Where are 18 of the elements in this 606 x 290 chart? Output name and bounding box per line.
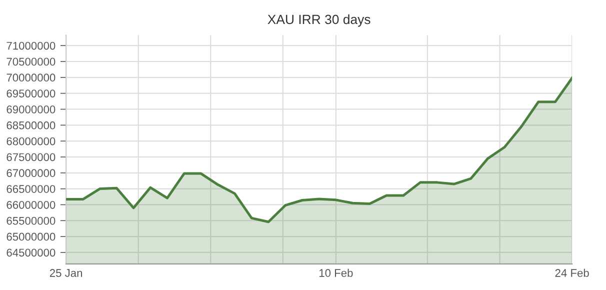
x-tick-label: 25 Jan: [50, 269, 82, 277]
y-tick-label: 71000000: [6, 42, 56, 50]
y-tick-label: 68500000: [6, 121, 56, 130]
y-tick-label: 65500000: [6, 216, 56, 225]
x-tick-label: 24 Feb: [555, 268, 589, 277]
y-tick-label: 67000000: [6, 169, 56, 178]
chart-title: XAU IRR 30 days: [268, 14, 370, 27]
x-tick-label: 10 Feb: [319, 268, 353, 277]
y-tick-label: 70500000: [6, 58, 56, 66]
y-tick-label: 64500000: [6, 248, 56, 257]
y-tick-label: 69500000: [6, 90, 56, 98]
y-tick-label: 70000000: [6, 74, 56, 82]
y-tick-label: 66500000: [6, 185, 56, 193]
y-tick-label: 66000000: [6, 200, 56, 209]
y-tick-label: 68000000: [6, 137, 56, 146]
y-tick-label: 65000000: [6, 232, 56, 241]
y-tick-label: 67500000: [6, 153, 56, 162]
y-tick-label: 69000000: [6, 106, 56, 114]
